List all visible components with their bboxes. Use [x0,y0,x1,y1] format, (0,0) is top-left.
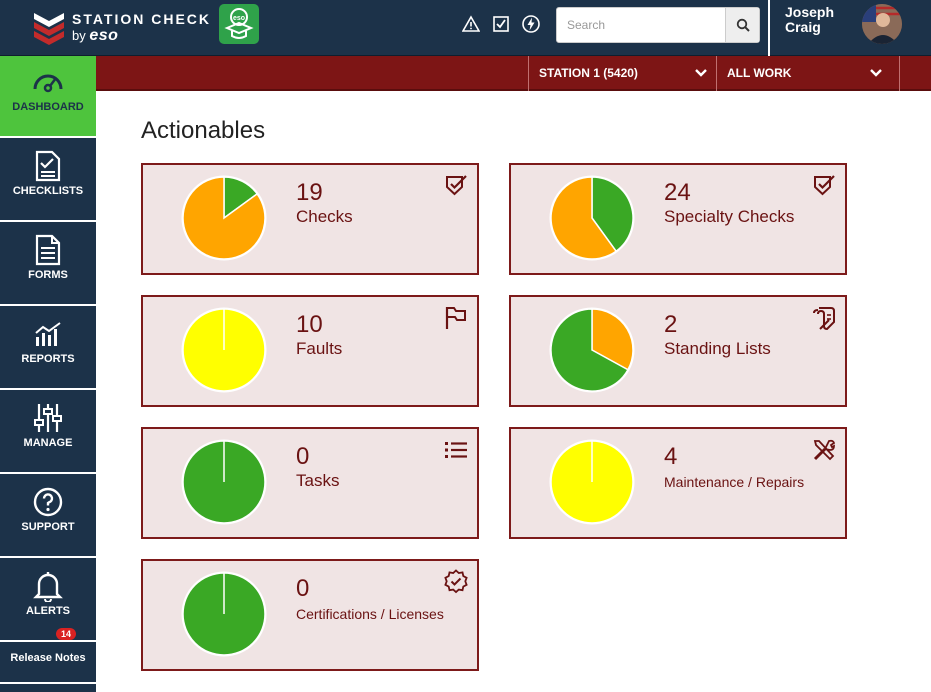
station-check-chevron-icon [34,13,64,45]
card-count: 2 [664,311,678,338]
sidebar-item-label: MANAGE [23,437,73,449]
actionable-card-specialty-checks[interactable]: 24 Specialty Checks [509,163,847,275]
eso-app-badge-text: eso [233,15,245,22]
user-first-name: Joseph [785,4,835,20]
sidebar-item-label: DASHBOARD [12,101,84,113]
lightning-icon[interactable] [520,13,542,35]
release-notes-label: Release Notes [10,652,86,664]
actionable-card-faults[interactable]: 10 Faults [141,295,479,407]
pie-slice-green [550,308,629,392]
sidebar-item-forms[interactable]: FORMS [0,224,96,306]
flag-icon [445,307,466,329]
checkbox-icon[interactable] [490,13,512,35]
pie-slice-orange [591,308,634,371]
form-icon [0,234,96,266]
release-notes-badge: 14 [56,628,76,640]
card-label: Certifications / Licenses [296,606,444,622]
actionable-card-maintenance-repairs[interactable]: 4 Maintenance / Repairs [509,427,847,539]
station-check-logo[interactable]: STATION CHECK by eso [32,9,212,47]
brand-name: STATION CHECK [72,11,212,27]
pie-chart [181,175,267,261]
card-label: Standing Lists [664,339,771,358]
sidebar-item-reports[interactable]: REPORTS [0,308,96,390]
eso-graduation-icon: eso [224,8,254,39]
pie-slice-orange [182,176,266,260]
card-label: Specialty Checks [664,207,795,226]
sidebar: DASHBOARD CHECKLISTS FORMS REPORTS MANAG… [0,56,96,692]
sidebar-item-manage[interactable]: MANAGE [0,392,96,474]
eso-app-switcher[interactable]: eso [219,4,259,44]
search-icon [736,18,750,32]
actionable-card-certifications-licenses[interactable]: 0 Certifications / Licenses [141,559,479,671]
pie-slice-green [591,176,634,253]
filter-bar: STATION 1 (5420) ALL WORK [96,56,931,91]
card-label: Tasks [296,471,340,490]
search-box [556,7,760,43]
header-icons [460,12,542,36]
brand-byline: by eso [72,27,118,45]
checklist-icon [0,150,96,182]
card-count: 0 [296,575,310,602]
work-select[interactable]: ALL WORK [716,56,899,91]
card-count: 4 [664,443,678,470]
list-icon [445,442,467,458]
bell-icon [0,570,96,602]
user-divider [768,0,770,56]
pie-chart [549,175,635,261]
card-count: 24 [664,179,691,206]
avatar[interactable] [862,4,902,44]
scroll-icon [813,307,835,331]
work-select-value: ALL WORK [727,66,792,80]
search-input[interactable] [557,8,727,42]
sidebar-item-support[interactable]: SUPPORT [0,476,96,558]
card-count: 0 [296,443,310,470]
actionable-card-tasks[interactable]: 0 Tasks [141,427,479,539]
top-header: STATION CHECK by eso eso Joseph Craig [0,0,931,56]
pie-chart [181,439,267,525]
card-count: 19 [296,179,323,206]
chevron-down-icon [695,69,707,77]
pie-chart [181,571,267,657]
warning-icon[interactable] [460,13,482,35]
station-select[interactable]: STATION 1 (5420) [528,56,716,91]
manage-sliders-icon [0,402,96,434]
filter-bar-end [899,56,931,91]
card-label: Checks [296,207,353,226]
search-button[interactable] [725,8,759,42]
sidebar-item-checklists[interactable]: CHECKLISTS [0,140,96,222]
card-label: Faults [296,339,343,358]
pie-chart [549,307,635,393]
sidebar-item-alerts[interactable]: ALERTS [0,560,96,642]
actionable-card-checks[interactable]: 19 Checks [141,163,479,275]
brand-company: eso [89,27,119,44]
user-last-name: Craig [785,19,821,35]
reports-chart-icon [0,318,96,350]
sidebar-item-label: SUPPORT [21,521,75,533]
sidebar-item-label: CHECKLISTS [12,185,84,197]
help-icon [0,486,96,518]
card-label: Maintenance / Repairs [664,474,805,490]
sidebar-item-label: FORMS [28,269,68,281]
actionable-card-standing-lists[interactable]: 2 Standing Lists [509,295,847,407]
tools-icon [813,439,836,461]
card-count: 10 [296,311,323,338]
page-title: Actionables [141,117,266,144]
dashboard-gauge-icon [0,66,96,98]
chevron-down-icon [870,69,882,77]
sidebar-item-label: REPORTS [21,353,75,365]
pie-chart [549,439,635,525]
sidebar-item-dashboard[interactable]: DASHBOARD [0,56,96,138]
badge-check-icon [446,175,467,196]
release-notes-link[interactable]: 14 Release Notes [0,628,96,684]
brand-by-text: by [72,28,86,43]
pie-slice-orange [550,176,618,260]
station-select-value: STATION 1 (5420) [539,66,638,80]
sidebar-item-label: ALERTS [26,605,70,617]
pie-chart [181,307,267,393]
badge-check-icon [814,175,835,196]
certificate-icon [444,569,468,594]
